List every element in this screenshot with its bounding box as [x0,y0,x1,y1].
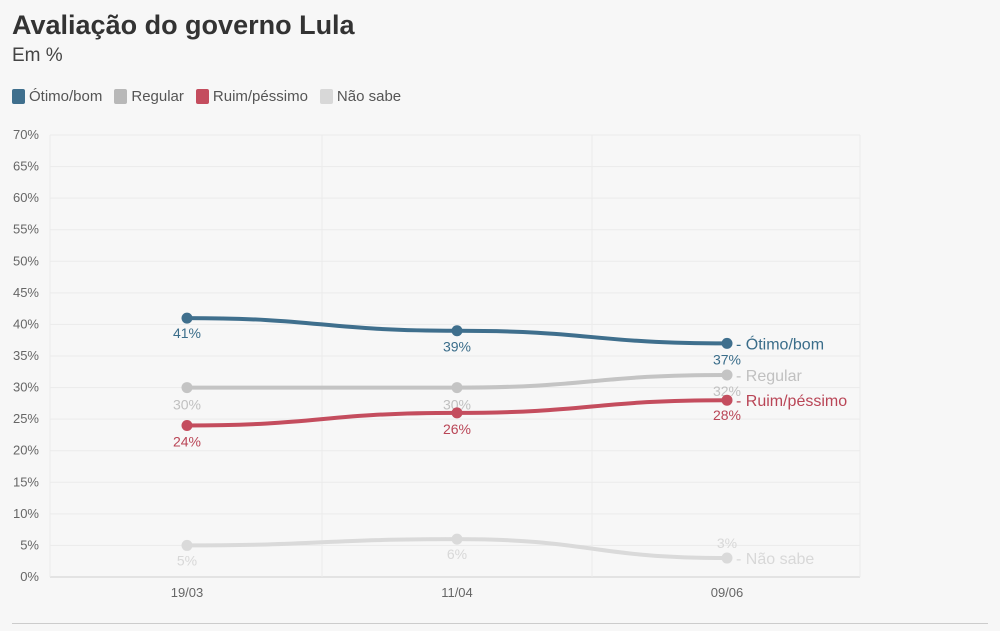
data-point [181,382,193,394]
data-point [451,533,463,545]
data-point [181,419,193,431]
y-tick-label: 30% [13,380,39,395]
y-tick-label: 5% [20,537,39,552]
chart-subtitle: Em % [12,45,63,66]
legend-swatch [319,89,333,104]
legend-label: Ótimo/bom [29,88,103,105]
x-tick-label: 11/04 [441,585,473,600]
data-label: 32% [713,383,741,399]
y-tick-label: 10% [13,506,39,521]
y-tick-label: 0% [20,569,39,584]
data-point [181,312,193,324]
y-tick-label: 45% [13,285,39,300]
data-label: 6% [447,546,467,562]
legend-item-ruim-pessimo[interactable]: Ruim/péssimo [195,88,308,105]
y-tick-label: 50% [13,253,39,268]
legend-label: Ruim/péssimo [212,88,308,105]
legend-label: Regular [131,88,184,105]
data-point [721,369,733,381]
y-tick-label: 40% [13,316,39,331]
x-tick-label: 19/03 [171,585,204,600]
data-label: 5% [177,552,197,568]
y-tick-label: 25% [13,411,39,426]
y-tick-label: 55% [13,222,39,237]
data-point [451,325,463,337]
y-tick-label: 20% [13,443,39,458]
chart-title: Avaliação do governo Lula [12,10,355,40]
data-label: 24% [173,433,201,449]
data-point [451,407,463,419]
series-end-label: - Regular [736,368,802,385]
data-label: 3% [717,535,737,551]
data-point [721,552,733,564]
data-point [721,394,733,406]
y-tick-label: 15% [13,474,39,489]
data-point [181,539,193,551]
data-label: 28% [713,407,741,423]
bottom-divider [12,623,988,624]
legend-swatch [114,89,128,104]
data-label: 41% [173,325,201,341]
data-label: 30% [443,397,471,413]
legend-swatch [12,89,25,104]
legend-item-nao-sabe[interactable]: Não sabe [319,88,402,105]
legend-swatch [195,89,209,104]
y-tick-label: 70% [13,127,39,142]
data-point [451,382,463,394]
data-label: 30% [173,397,201,413]
y-tick-label: 60% [13,190,39,205]
y-tick-label: 35% [13,348,39,363]
data-label: 37% [713,351,741,367]
series-end-label: - Não sabe [736,551,814,568]
data-label: 26% [443,421,471,437]
legend-item-regular[interactable]: Regular [114,88,184,105]
legend-label: Não sabe [336,88,402,105]
data-label: 39% [443,339,471,355]
legend: Ótimo/bom Regular Ruim/péssimo Não sabe [12,88,401,105]
data-point [721,337,733,349]
series-end-label: - Ótimo/bom [736,334,824,353]
legend-item-otimo-bom[interactable]: Ótimo/bom [12,88,102,105]
series-end-label: - Ruim/péssimo [736,393,847,410]
y-tick-label: 65% [13,159,39,174]
x-tick-label: 09/06 [711,585,744,600]
